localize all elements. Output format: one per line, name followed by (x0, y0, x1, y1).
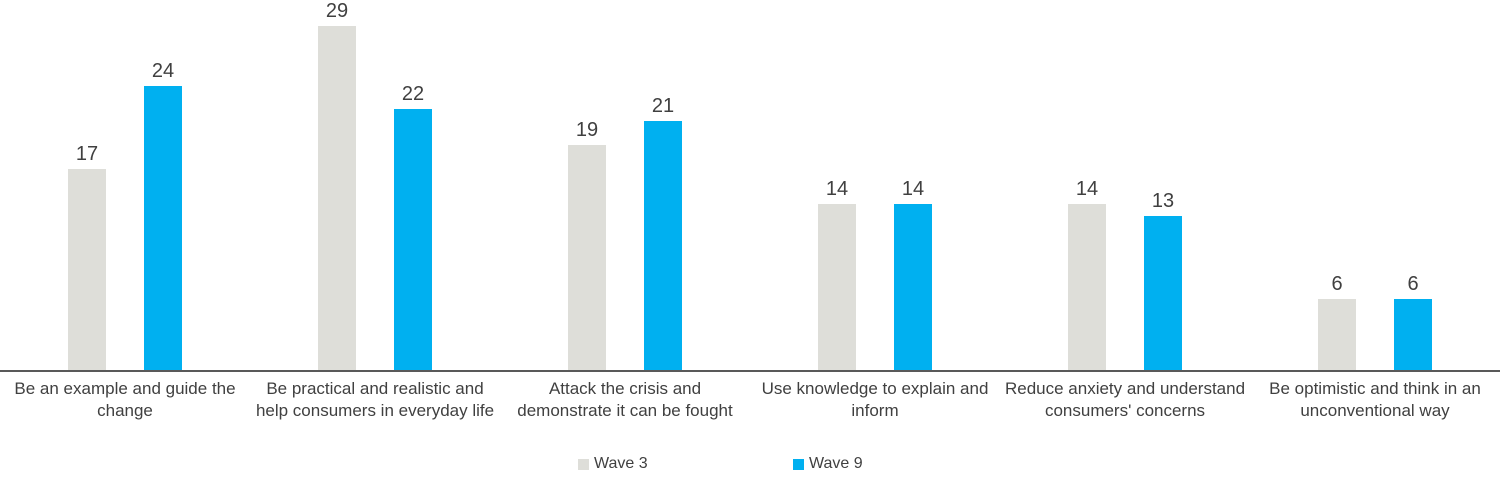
value-label: 17 (75, 142, 99, 165)
bar-column-wave3: 14 (1068, 178, 1106, 370)
category-label: Be an example and guide the change (14, 379, 236, 420)
wave3-swatch-icon (578, 458, 589, 470)
bar-wave3 (1068, 204, 1106, 370)
bar-wave3 (818, 204, 856, 370)
bar-group-attack-crisis: 19 21 (500, 95, 750, 370)
bar-column-wave3: 6 (1318, 273, 1356, 370)
value-label: 6 (1331, 272, 1343, 295)
value-label: 24 (151, 59, 175, 82)
bar-column-wave3: 17 (68, 143, 106, 370)
bar-wave3 (68, 168, 106, 370)
bar-column-wave9: 14 (894, 178, 932, 370)
value-label: 29 (325, 0, 349, 23)
bar-group-example-and-guide: 17 24 (0, 60, 250, 370)
legend-label-wave3: Wave 3 (594, 455, 648, 472)
bar-wave9 (1144, 216, 1182, 370)
legend-item-wave9: Wave 9 (793, 454, 863, 474)
value-label: 14 (1075, 178, 1099, 201)
value-label: 19 (575, 118, 599, 141)
bar-column-wave9: 6 (1394, 273, 1432, 370)
value-label: 14 (825, 178, 849, 201)
category-label: Attack the crisis and demonstrate it can… (517, 379, 733, 420)
category-label: Reduce anxiety and understand consumers'… (1004, 379, 1246, 420)
bar-column-wave9: 21 (644, 95, 682, 370)
value-label: 6 (1407, 272, 1419, 295)
value-label: 13 (1151, 190, 1175, 212)
bar-wave9 (1394, 298, 1432, 370)
bar-column-wave9: 24 (144, 60, 182, 370)
bar-wave3 (318, 26, 356, 370)
bar-column-wave3: 14 (818, 178, 856, 370)
bar-group-practical-realistic: 29 22 (250, 0, 500, 370)
bar-wave9 (394, 109, 432, 370)
category-label: Be practical and realistic and help cons… (255, 379, 495, 420)
value-label: 14 (901, 178, 925, 201)
bar-column-wave9: 13 (1144, 190, 1182, 370)
bar-wave9 (144, 85, 182, 370)
category-label: Be optimistic and think in an unconventi… (1269, 379, 1481, 420)
category-axis-labels: Be an example and guide the change Be pr… (0, 378, 1500, 422)
bar-group-reduce-anxiety: 14 13 (1000, 178, 1250, 370)
x-axis-line (0, 370, 1500, 372)
legend-label-wave9: Wave 9 (809, 455, 863, 472)
bar-wave9 (644, 121, 682, 370)
bar-column-wave3: 19 (568, 119, 606, 370)
bar-column-wave3: 29 (318, 0, 356, 370)
value-label: 21 (651, 95, 675, 118)
bar-wave3 (568, 144, 606, 370)
value-label: 22 (401, 83, 425, 106)
bar-wave9 (894, 204, 932, 370)
bar-column-wave9: 22 (394, 83, 432, 370)
legend-item-wave3: Wave 3 (578, 454, 648, 474)
bar-wave3 (1318, 298, 1356, 370)
bar-group-be-optimistic: 6 6 (1250, 273, 1500, 370)
category-label: Use knowledge to explain and inform (761, 379, 989, 420)
bar-group-use-knowledge: 14 14 (750, 178, 1000, 370)
wave9-swatch-icon (793, 458, 804, 470)
